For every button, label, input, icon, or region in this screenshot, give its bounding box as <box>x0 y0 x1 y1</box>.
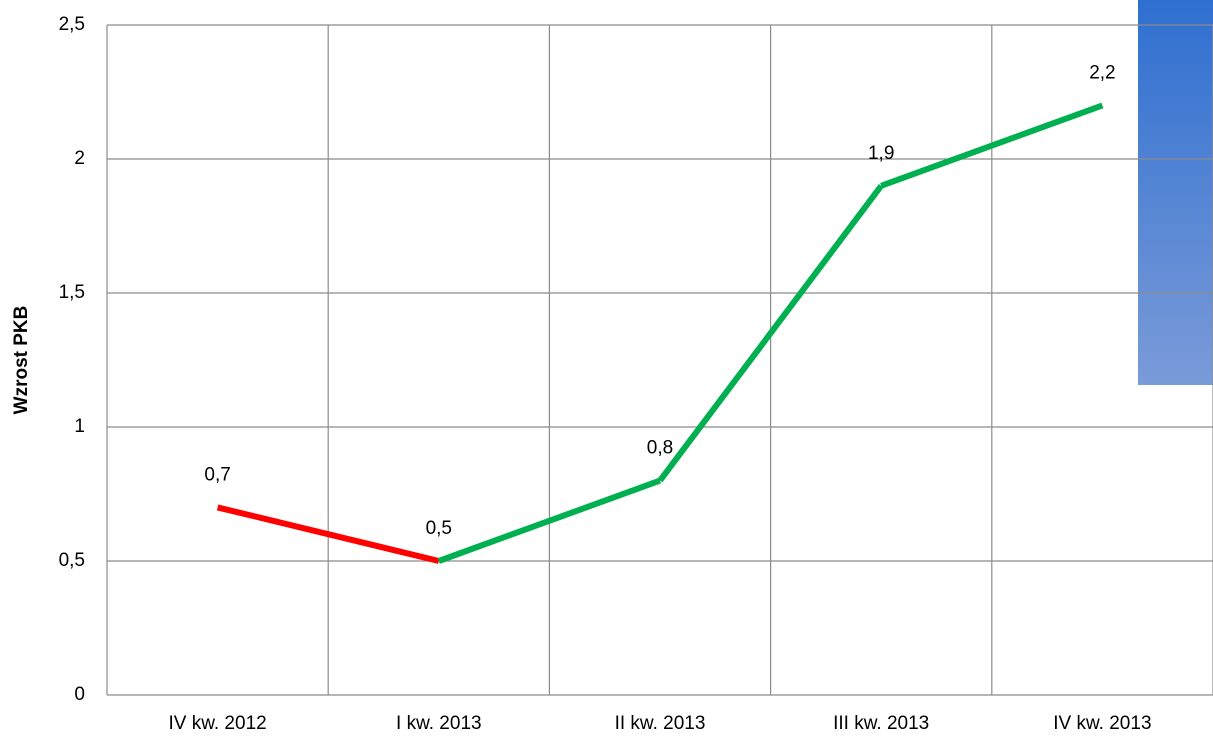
x-tick-label: I kw. 2013 <box>396 713 482 734</box>
data-label: 0,5 <box>426 518 452 539</box>
x-tick-label: IV kw. 2013 <box>1053 713 1151 734</box>
y-axis-title: Wzrost PKB <box>11 306 32 415</box>
y-tick-label: 1 <box>74 416 85 437</box>
data-label: 1,9 <box>868 143 894 164</box>
y-tick-label: 2 <box>74 148 85 169</box>
y-tick-label: 0,5 <box>59 550 85 571</box>
data-label: 2,2 <box>1089 62 1115 83</box>
data-label: 0,8 <box>647 438 673 459</box>
x-tick-label: III kw. 2013 <box>833 713 929 734</box>
x-tick-label: IV kw. 2012 <box>168 713 266 734</box>
chart: Wzrost PKB 0 0,5 1 1,5 2 2,5 IV kw. 2012 I kw. … <box>0 0 1213 740</box>
y-tick-label: 0 <box>74 684 85 705</box>
background-photo <box>1138 0 1213 385</box>
y-tick-label: 2,5 <box>59 14 85 35</box>
data-label: 0,7 <box>204 464 230 485</box>
y-tick-label: 1,5 <box>59 282 85 303</box>
x-tick-label: II kw. 2013 <box>615 713 706 734</box>
